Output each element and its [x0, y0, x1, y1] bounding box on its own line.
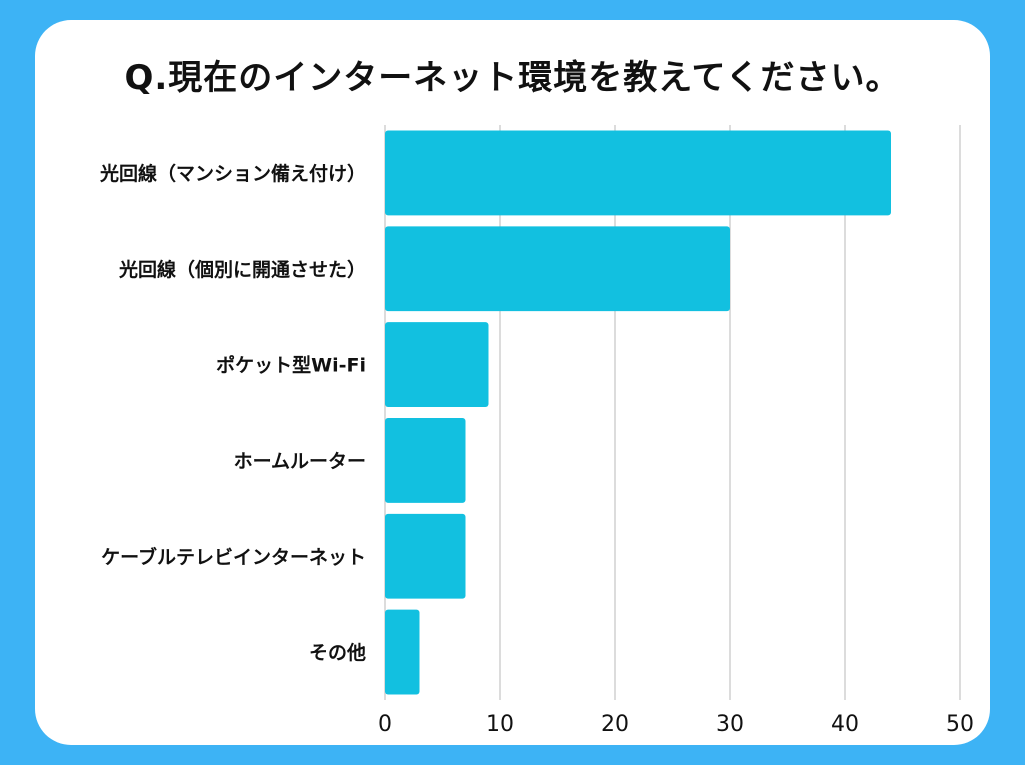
bar-4 [385, 513, 466, 599]
bar-3 [385, 418, 466, 503]
x-tick-label: 0 [378, 712, 392, 737]
x-tick-label: 10 [486, 712, 514, 737]
category-label: 光回線（マンション備え付け） [99, 162, 366, 185]
x-tick-label: 30 [716, 712, 744, 737]
grid-lines [384, 125, 961, 700]
chart-title: Q.現在のインターネット環境を教えてください。 [124, 58, 901, 98]
category-label: ホームルーター [234, 450, 366, 472]
category-labels: 光回線（マンション備え付け） 光回線（個別に開通させた） ポケット型Wi-Fi ホーム… [99, 162, 366, 664]
bar-1 [385, 226, 730, 312]
category-label: ポケット型Wi-Fi [216, 354, 366, 377]
bar-2 [385, 322, 489, 407]
bars [385, 130, 891, 695]
bar-0 [385, 130, 891, 216]
x-tick-label: 40 [831, 712, 859, 737]
x-tick-label: 20 [601, 712, 629, 737]
bar-5 [385, 609, 420, 695]
category-label: 光回線（個別に開通させた） [118, 258, 366, 281]
category-label: ケーブルテレビインターネット [101, 545, 366, 568]
x-tick-labels: 0 10 20 30 40 50 [378, 712, 974, 737]
x-tick-label: 50 [946, 712, 974, 737]
category-label: その他 [309, 641, 366, 664]
